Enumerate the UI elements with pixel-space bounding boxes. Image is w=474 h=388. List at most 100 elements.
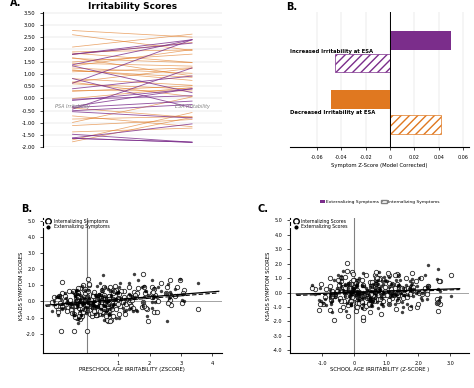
Point	[433, 275, 441, 282]
Point	[67, 303, 74, 309]
Point	[164, 281, 172, 288]
Point	[157, 279, 165, 286]
Point	[358, 302, 365, 308]
Point	[83, 298, 91, 304]
Point	[309, 285, 316, 291]
Point	[349, 289, 357, 295]
Text: B.: B.	[286, 2, 298, 12]
Point	[114, 289, 121, 295]
Point	[436, 278, 444, 284]
Point	[404, 301, 411, 307]
Point	[166, 289, 173, 296]
Point	[437, 301, 444, 307]
Bar	[390, 115, 441, 133]
Point	[181, 287, 188, 293]
Point	[409, 287, 417, 293]
Point	[82, 287, 89, 293]
Point	[386, 289, 393, 296]
Point	[128, 293, 136, 299]
Point	[372, 274, 380, 280]
Point	[85, 282, 92, 289]
Point	[366, 295, 374, 301]
Point	[369, 290, 377, 296]
Point	[321, 293, 329, 300]
Point	[84, 275, 91, 282]
Point	[355, 299, 362, 305]
Point	[394, 281, 402, 288]
Point	[73, 291, 80, 297]
Point	[352, 303, 359, 309]
Point	[148, 283, 155, 289]
Text: Decreased Irritability at ESA: Decreased Irritability at ESA	[290, 109, 375, 114]
Point	[368, 303, 376, 309]
Point	[125, 300, 133, 306]
Point	[130, 270, 138, 277]
Point	[151, 293, 158, 299]
Point	[367, 297, 374, 303]
Point	[412, 278, 420, 284]
Point	[145, 317, 152, 324]
Point	[337, 278, 345, 284]
Point	[89, 293, 97, 299]
Point	[131, 291, 139, 298]
Point	[350, 277, 358, 283]
Point	[364, 291, 372, 297]
Point	[388, 295, 396, 301]
Point	[343, 300, 350, 306]
Point	[141, 288, 149, 294]
Point	[70, 328, 78, 334]
Point	[151, 299, 159, 305]
Point	[388, 289, 396, 296]
Point	[359, 290, 367, 296]
Point	[67, 300, 75, 306]
Point	[95, 296, 102, 302]
Point	[309, 282, 316, 288]
Point	[333, 288, 340, 294]
Point	[331, 277, 338, 283]
Point	[125, 291, 133, 297]
Point	[355, 296, 362, 303]
Point	[115, 311, 123, 317]
Point	[380, 291, 387, 297]
Point	[392, 306, 400, 312]
Point	[79, 307, 87, 313]
Point	[79, 283, 86, 289]
Point	[100, 293, 108, 300]
Point	[113, 314, 120, 320]
Point	[132, 307, 140, 314]
Point	[103, 296, 110, 303]
Point	[399, 304, 407, 310]
Point	[349, 277, 356, 283]
Point	[149, 295, 156, 301]
Point	[117, 288, 125, 294]
Point	[368, 289, 376, 295]
Point	[153, 294, 160, 300]
Point	[111, 296, 118, 303]
Point	[67, 301, 75, 307]
Point	[98, 312, 105, 318]
Point	[74, 290, 82, 296]
Point	[393, 281, 401, 287]
Point	[98, 299, 105, 305]
Point	[62, 298, 69, 304]
Point	[78, 312, 85, 318]
X-axis label: SCHOOL AGE IRRITABILITY (Z-SCORE ): SCHOOL AGE IRRITABILITY (Z-SCORE )	[330, 367, 429, 372]
Point	[106, 307, 114, 313]
Point	[115, 315, 122, 321]
Point	[73, 298, 81, 304]
Point	[69, 310, 76, 316]
Point	[366, 308, 374, 315]
Point	[355, 294, 362, 300]
Point	[151, 309, 158, 315]
Point	[83, 302, 91, 308]
Point	[346, 292, 354, 298]
Point	[399, 309, 406, 315]
Point	[94, 307, 101, 314]
Point	[353, 280, 360, 286]
Point	[127, 297, 134, 303]
Point	[368, 294, 376, 300]
Point	[90, 299, 97, 305]
Point	[413, 283, 420, 289]
Point	[163, 290, 170, 296]
Point	[102, 306, 109, 312]
